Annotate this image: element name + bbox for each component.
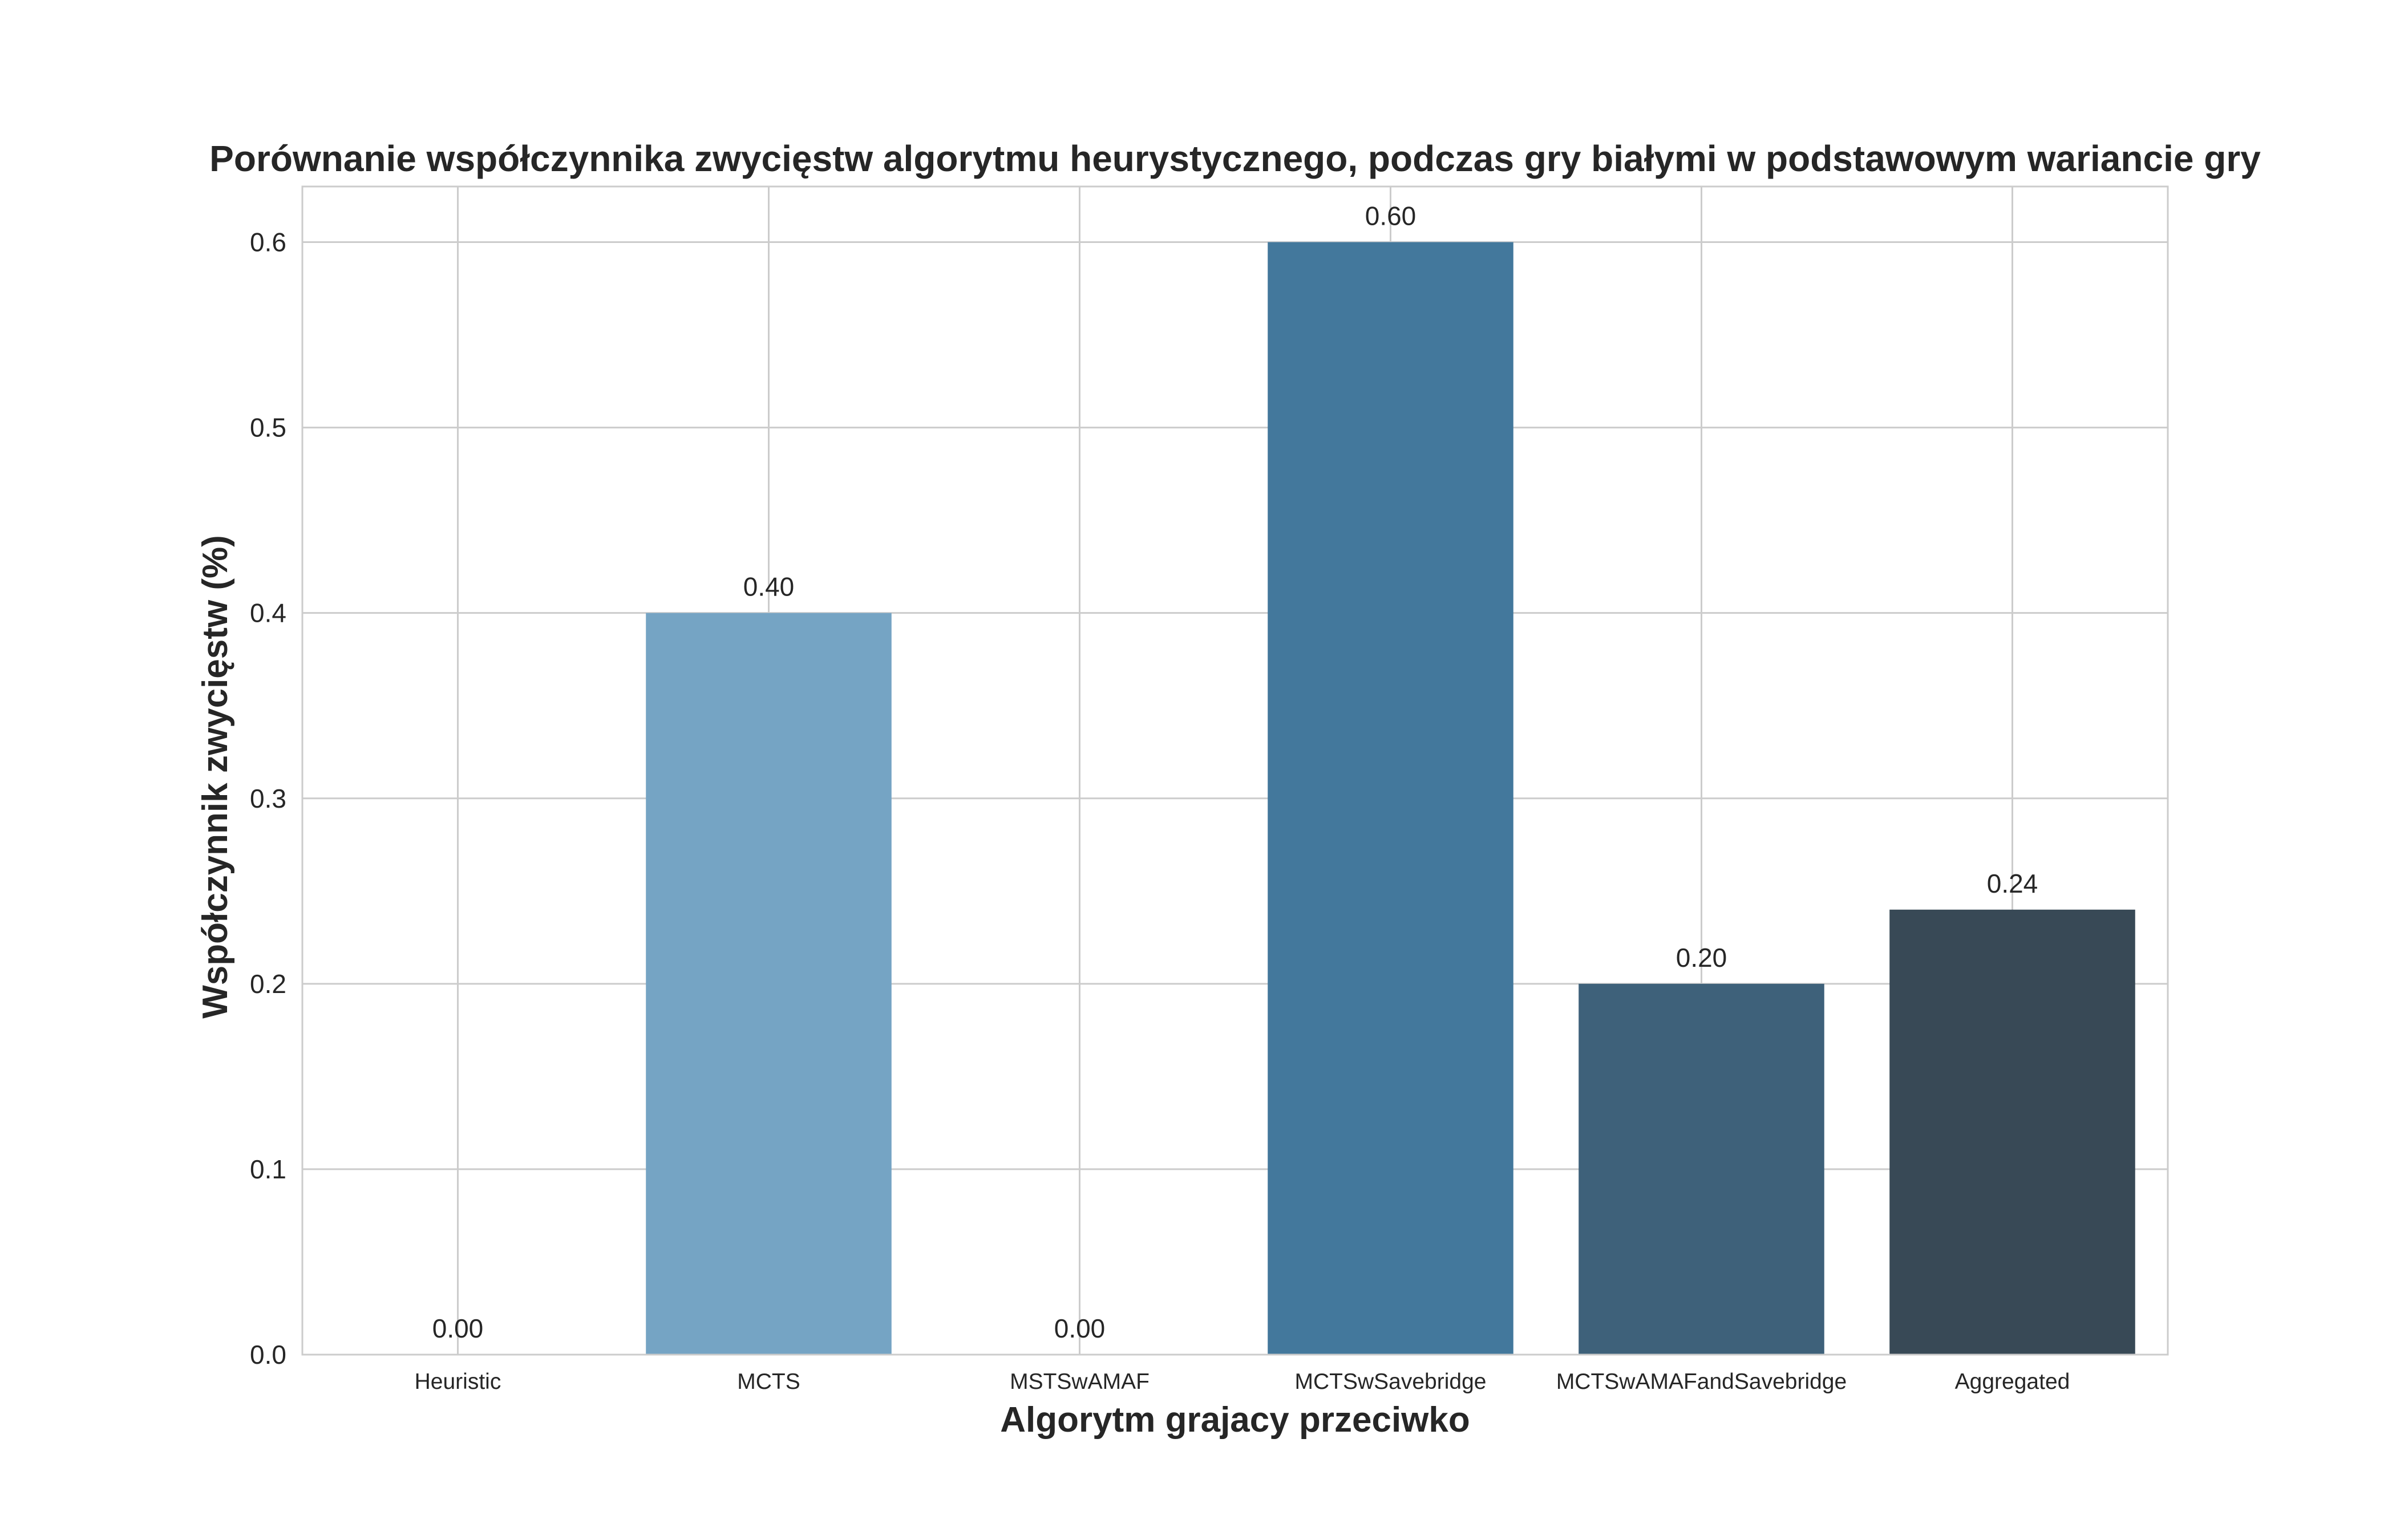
bar-value-label: 0.24	[1987, 869, 2038, 898]
y-tick-label: 0.2	[250, 969, 286, 999]
grid-lines	[302, 187, 2168, 1356]
bar-mctswsavebridge	[1268, 242, 1513, 1355]
x-tick-label: MCTSwAMAFandSavebridge	[1556, 1369, 1847, 1394]
bar-mctswamafandsavebridge	[1579, 983, 1824, 1355]
x-tick-label: Aggregated	[1955, 1369, 2070, 1394]
y-tick-label: 0.0	[250, 1340, 286, 1369]
y-tick-label: 0.1	[250, 1154, 286, 1184]
bars	[646, 242, 2135, 1355]
y-axis-label: Współczynnik zwycięstw (%)	[196, 535, 235, 1019]
y-tick-labels: 0.0 0.1 0.2 0.3 0.4 0.5 0.6	[250, 228, 286, 1369]
y-tick-label: 0.3	[250, 784, 286, 813]
y-tick-label: 0.4	[250, 598, 286, 628]
bar-value-labels: 0.00 0.40 0.00 0.60 0.20 0.24	[432, 201, 2038, 1343]
bar-value-label: 0.40	[743, 572, 795, 602]
x-tick-label: MCTSwSavebridge	[1295, 1369, 1487, 1394]
x-tick-label: MCTS	[737, 1369, 800, 1394]
bar-value-label: 0.20	[1676, 943, 1727, 972]
bar-value-label: 0.60	[1365, 201, 1416, 231]
bar-value-label: 0.00	[1054, 1314, 1106, 1343]
bar-value-label: 0.00	[432, 1314, 484, 1343]
chart-title: Porównanie współczynnika zwycięstw algor…	[209, 138, 2261, 179]
y-tick-label: 0.5	[250, 413, 286, 443]
x-tick-label: Heuristic	[415, 1369, 501, 1394]
y-tick-label: 0.6	[250, 228, 286, 257]
x-tick-label: MSTSwAMAF	[1010, 1369, 1150, 1394]
bar-aggregated	[1889, 909, 2135, 1355]
x-tick-labels: Heuristic MCTS MSTSwAMAF MCTSwSavebridge MCT…	[415, 1369, 2070, 1394]
x-axis-label: Algorytm grajacy przeciwko	[1000, 1400, 1470, 1440]
plot-area-frame	[301, 185, 2169, 1356]
bar-mcts	[646, 613, 892, 1355]
